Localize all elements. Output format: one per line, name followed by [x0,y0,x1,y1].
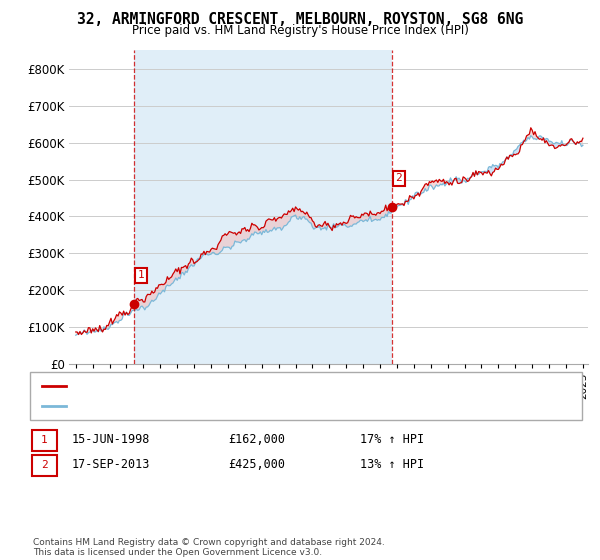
Text: 1: 1 [41,435,48,445]
Text: Price paid vs. HM Land Registry's House Price Index (HPI): Price paid vs. HM Land Registry's House … [131,24,469,36]
Text: 17-SEP-2013: 17-SEP-2013 [72,458,151,472]
Text: 2: 2 [41,460,48,470]
Text: 1: 1 [137,270,145,281]
Text: HPI: Average price, detached house, South Cambridgeshire: HPI: Average price, detached house, Sout… [72,401,382,411]
Text: 2: 2 [395,174,402,183]
Bar [134,50,392,364]
Text: 13% ↑ HPI: 13% ↑ HPI [360,458,424,472]
Text: 32, ARMINGFORD CRESCENT, MELBOURN, ROYSTON, SG8 6NG (detached house): 32, ARMINGFORD CRESCENT, MELBOURN, ROYST… [72,381,493,391]
Text: £162,000: £162,000 [228,433,285,446]
Text: £425,000: £425,000 [228,458,285,472]
Text: Contains HM Land Registry data © Crown copyright and database right 2024.
This d: Contains HM Land Registry data © Crown c… [33,538,385,557]
Text: 17% ↑ HPI: 17% ↑ HPI [360,433,424,446]
Text: 32, ARMINGFORD CRESCENT, MELBOURN, ROYSTON, SG8 6NG: 32, ARMINGFORD CRESCENT, MELBOURN, ROYST… [77,12,523,27]
Text: 15-JUN-1998: 15-JUN-1998 [72,433,151,446]
